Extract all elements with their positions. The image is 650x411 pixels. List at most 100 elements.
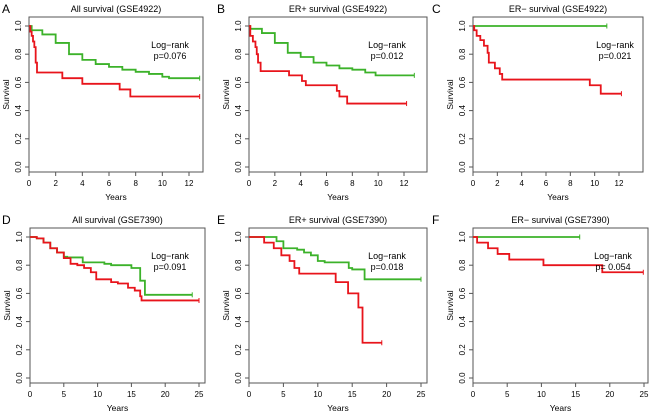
- plot-box: [472, 16, 644, 173]
- x-tick-label: 4: [80, 179, 85, 188]
- y-tick-label: 0.4: [458, 104, 467, 116]
- x-tick-label: 0: [28, 390, 33, 399]
- x-tick-label: 6: [544, 179, 549, 188]
- y-tick-label: 0.8: [458, 259, 467, 271]
- logrank-annotation: p=0.021: [599, 51, 632, 61]
- y-tick-label: 0.8: [458, 48, 467, 60]
- x-tick-label: 2: [495, 179, 500, 188]
- logrank-annotation: Log−rank: [151, 251, 189, 261]
- red-survival-curve: [29, 25, 200, 98]
- red-survival-curve: [473, 25, 622, 95]
- plot-box: [472, 227, 649, 384]
- x-tick-label: 25: [195, 390, 204, 399]
- x-axis-label: Years: [327, 192, 348, 202]
- x-axis-label: Years: [105, 192, 126, 202]
- red-survival-curve: [249, 25, 407, 105]
- logrank-annotation: Log−rank: [596, 40, 634, 50]
- x-tick-label: 8: [350, 179, 355, 188]
- logrank-annotation: Log−rank: [594, 251, 632, 261]
- panel-letter: A: [2, 2, 10, 16]
- green-survival-curve: [249, 236, 421, 281]
- x-tick-label: 5: [62, 390, 67, 399]
- panel-letter: F: [432, 213, 439, 227]
- x-tick-label: 4: [519, 179, 524, 188]
- x-tick-label: 0: [471, 179, 476, 188]
- x-tick-label: 10: [93, 390, 102, 399]
- y-tick-label: 0.4: [234, 315, 243, 327]
- panel-c: C ER− survival (GSE4922) 0.0 0.2 0.4 0.6 0.8 1.…: [432, 2, 644, 202]
- y-tick-label: 0.4: [14, 104, 23, 116]
- y-tick-label: 0.2: [458, 133, 467, 145]
- y-tick-label: 0.8: [15, 259, 24, 271]
- x-tick-label: 5: [281, 390, 286, 399]
- y-tick-label: 1.0: [234, 20, 243, 32]
- x-tick-label: 12: [615, 179, 624, 188]
- x-tick-label: 6: [324, 179, 329, 188]
- y-tick-label: 0.2: [234, 344, 243, 356]
- x-tick-label: 12: [185, 179, 194, 188]
- x-tick-label: 25: [417, 390, 426, 399]
- x-axis-label: Years: [550, 403, 571, 411]
- panel-b: B ER+ survival (GSE4922) 0.0 0.2 0.4 0.6 0.8 1.…: [217, 2, 428, 202]
- y-tick-label: 0.2: [234, 133, 243, 145]
- logrank-annotation: p=0.012: [371, 51, 404, 61]
- x-tick-label: 15: [127, 390, 136, 399]
- panel-title: ER+ survival (GSE7390): [289, 215, 387, 225]
- y-axis-label: Survival: [1, 79, 11, 109]
- y-tick-label: 0.0: [15, 372, 24, 384]
- logrank-annotation: p= 0.054: [595, 262, 630, 272]
- panel-f: F ER− survival (GSE7390) 0.0 0.2 0.4 0.6 0.8 1.…: [432, 213, 649, 411]
- y-tick-label: 0.4: [234, 104, 243, 116]
- y-axis-label: Survival: [445, 290, 455, 320]
- x-axis-label: Years: [107, 403, 128, 411]
- y-tick-label: 1.0: [234, 231, 243, 243]
- x-tick-label: 0: [247, 179, 252, 188]
- panel-e: E ER+ survival (GSE7390) 0.0 0.2 0.4 0.6 0.8 1.…: [217, 213, 428, 411]
- panel-d: D All survival (GSE7390) 0.0 0.2 0.4 0.6 0.8 1.…: [2, 213, 206, 411]
- plot-box: [28, 16, 204, 173]
- x-tick-label: 0: [247, 390, 252, 399]
- y-tick-label: 0.4: [458, 315, 467, 327]
- x-tick-label: 5: [505, 390, 510, 399]
- panel-a: A All survival (GSE4922) 0.0 0.2 0.4 0.6 0.8 1.…: [1, 2, 204, 202]
- y-tick-label: 0.0: [234, 372, 243, 384]
- x-tick-label: 10: [158, 179, 167, 188]
- y-tick-label: 0.6: [234, 76, 243, 88]
- panel-title: All survival (GSE4922): [71, 4, 162, 14]
- panel-letter: D: [2, 213, 11, 227]
- red-survival-curve: [249, 236, 382, 344]
- y-tick-label: 0.4: [15, 315, 24, 327]
- x-tick-label: 2: [53, 179, 58, 188]
- x-axis-label: Years: [327, 403, 348, 411]
- panel-title: ER+ survival (GSE4922): [289, 4, 387, 14]
- x-tick-label: 20: [605, 390, 614, 399]
- x-tick-label: 0: [471, 390, 476, 399]
- y-tick-label: 0.6: [15, 287, 24, 299]
- x-tick-label: 15: [571, 390, 580, 399]
- x-tick-label: 4: [298, 179, 303, 188]
- x-tick-label: 8: [568, 179, 573, 188]
- y-axis-label: Survival: [2, 290, 12, 320]
- logrank-annotation: p=0.018: [371, 262, 404, 272]
- panel-letter: C: [432, 2, 441, 16]
- y-tick-label: 1.0: [458, 20, 467, 32]
- y-tick-label: 0.0: [458, 161, 467, 173]
- x-tick-label: 25: [640, 390, 649, 399]
- red-survival-curve: [473, 236, 644, 274]
- plot-box: [248, 16, 428, 173]
- y-tick-label: 0.0: [14, 161, 23, 173]
- x-tick-label: 10: [313, 390, 322, 399]
- y-tick-label: 0.0: [458, 372, 467, 384]
- y-axis-label: Survival: [221, 79, 231, 109]
- y-tick-label: 0.2: [14, 133, 23, 145]
- y-axis-label: Survival: [221, 290, 231, 320]
- y-tick-label: 1.0: [458, 231, 467, 243]
- green-survival-curve: [29, 25, 200, 80]
- logrank-annotation: p=0.091: [154, 262, 187, 272]
- panel-title: ER− survival (GSE7390): [511, 215, 609, 225]
- y-tick-label: 0.8: [14, 48, 23, 60]
- green-survival-curve: [249, 25, 415, 77]
- plot-box: [248, 227, 428, 384]
- y-tick-label: 0.6: [14, 76, 23, 88]
